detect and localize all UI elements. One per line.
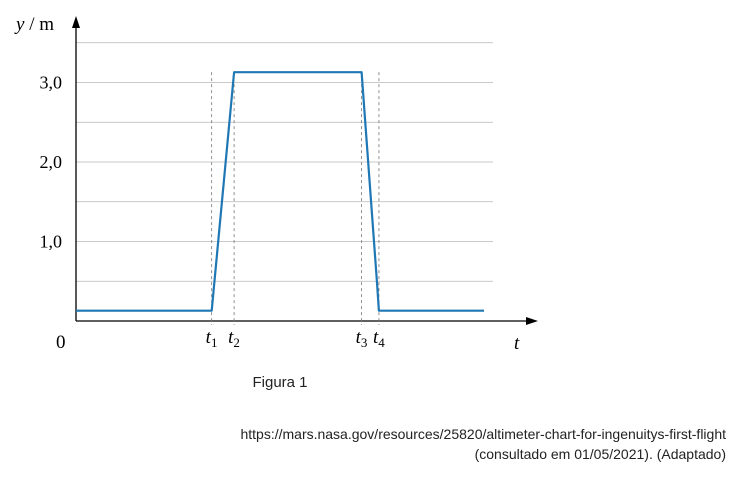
series-line — [76, 71, 484, 312]
y-tick-labels: 1,0 2,0 3,0 — [40, 73, 63, 252]
y-tick-label: 2,0 — [40, 152, 63, 172]
altimeter-chart: 1,0 2,0 3,0 t1 t2 t3 t4 y / m t 0 — [14, 14, 538, 354]
grid-lines — [76, 42, 493, 282]
source-note: https://mars.nasa.gov/resources/25820/al… — [240, 424, 726, 464]
y-axis-arrow-icon — [72, 16, 80, 28]
figure-caption: Figura 1 — [252, 374, 308, 391]
y-axis-label: y / m — [14, 14, 54, 35]
marker-label-t4: t4 — [373, 327, 385, 350]
marker-label-t2: t2 — [228, 327, 240, 350]
series-lines — [76, 71, 484, 312]
x-axis-arrow-icon — [526, 317, 538, 325]
x-axis-label: t — [514, 333, 520, 354]
marker-label-t1: t1 — [206, 327, 218, 350]
marker-label-t3: t3 — [356, 327, 368, 350]
source-date: (consultado em 01/05/2021). (Adaptado) — [474, 446, 726, 462]
x-markers: t1 t2 t3 t4 — [206, 72, 385, 350]
axes — [72, 16, 538, 325]
y-tick-label: 1,0 — [40, 232, 63, 252]
y-tick-label: 3,0 — [40, 73, 63, 93]
source-url: https://mars.nasa.gov/resources/25820/al… — [240, 426, 726, 442]
origin-label: 0 — [56, 332, 66, 353]
